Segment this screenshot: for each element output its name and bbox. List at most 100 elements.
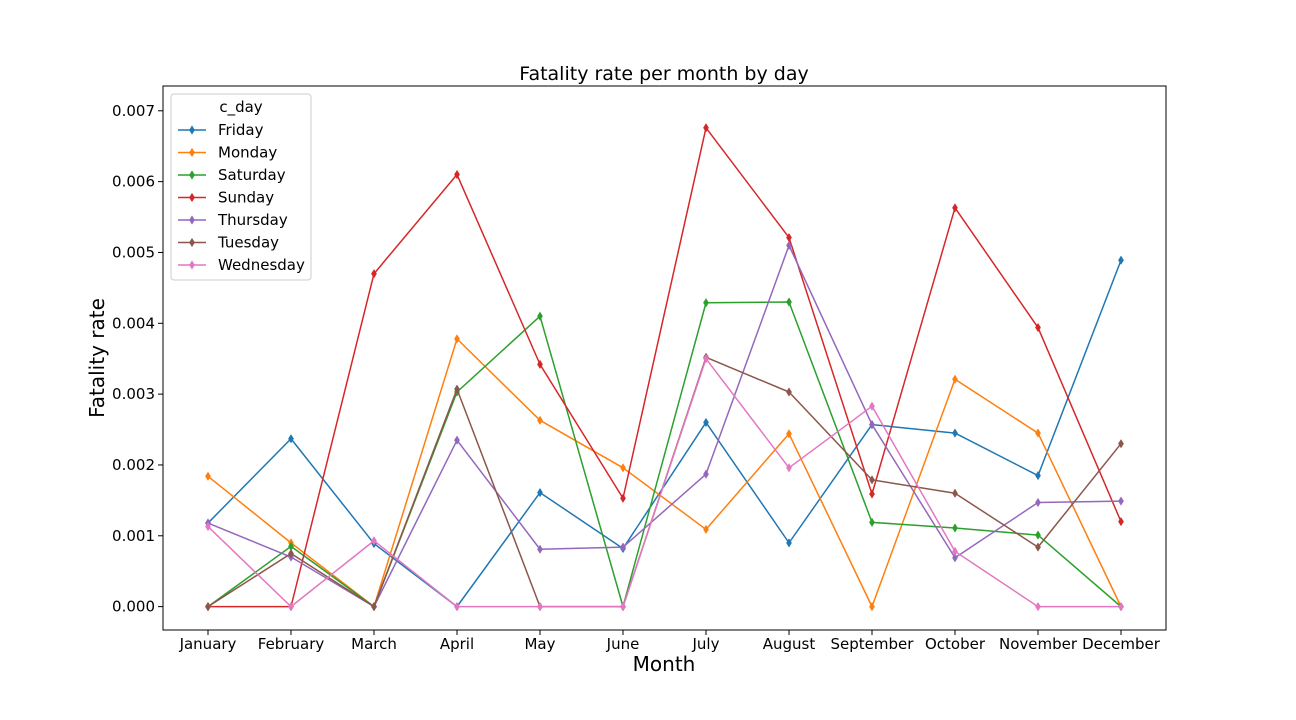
data-point-wednesday	[1118, 601, 1124, 612]
x-tick-label: March	[351, 635, 397, 653]
series-line-monday	[207, 338, 1122, 608]
data-point-sunday	[537, 359, 543, 370]
y-tick-label: 0.002	[112, 456, 155, 474]
series-line-saturday	[207, 301, 1122, 608]
legend-label: Sunday	[218, 189, 274, 207]
legend-label: Thursday	[217, 211, 288, 229]
legend-swatch-marker	[189, 260, 195, 270]
legend-swatch-marker	[189, 147, 195, 158]
data-point-monday	[1035, 428, 1041, 438]
data-point-sunday	[869, 489, 875, 499]
data-point-thursday	[1035, 497, 1041, 508]
data-point-wednesday	[537, 601, 543, 612]
data-point-friday	[786, 538, 792, 548]
data-point-wednesday	[952, 546, 958, 557]
legend-item-wednesday: Wednesday	[178, 256, 305, 274]
legend-item-monday: Monday	[178, 144, 277, 162]
series-line-wednesday	[207, 357, 1121, 608]
series-saturday	[205, 297, 1124, 612]
x-axis-title: Month	[633, 652, 696, 676]
x-tick-label: July	[692, 635, 720, 653]
data-point-friday	[952, 428, 958, 438]
data-point-wednesday	[454, 601, 460, 612]
data-point-tuesday	[454, 384, 460, 394]
data-point-sunday	[1118, 516, 1124, 527]
data-point-wednesday	[288, 601, 294, 612]
legend: c_day Friday Monday Saturday Sunday Thursday…	[170, 93, 312, 281]
data-point-friday	[1035, 470, 1041, 481]
x-tick-label: October	[925, 635, 986, 653]
data-point-friday	[703, 417, 709, 428]
data-point-sunday	[371, 269, 377, 279]
data-point-saturday	[1035, 530, 1041, 540]
x-tick-label: September	[831, 635, 915, 653]
data-point-saturday	[786, 297, 792, 307]
legend-box	[170, 93, 312, 281]
y-tick-label: 0.004	[112, 314, 155, 332]
legend-label: Tuesday	[217, 234, 279, 252]
data-point-saturday	[952, 523, 958, 533]
y-tick-label: 0.000	[112, 598, 155, 616]
x-tick-label: November	[999, 635, 1078, 653]
y-tick-label: 0.001	[112, 527, 155, 545]
legend-label: Monday	[218, 144, 277, 162]
x-tick-label: April	[440, 635, 474, 653]
data-point-wednesday	[205, 521, 211, 532]
data-point-wednesday	[786, 463, 792, 473]
legend-label: Saturday	[218, 166, 286, 184]
legend-swatch-marker	[189, 215, 195, 225]
x-tick-label: June	[606, 635, 640, 653]
legend-item-saturday: Saturday	[178, 166, 286, 184]
series-monday	[205, 334, 1124, 612]
series-wednesday	[205, 354, 1124, 612]
x-tick-label: August	[763, 635, 816, 653]
data-point-saturday	[537, 311, 543, 321]
legend-title: c_day	[219, 98, 262, 117]
data-point-wednesday	[1035, 601, 1041, 612]
data-point-tuesday	[371, 601, 377, 612]
series-friday	[205, 255, 1124, 612]
data-point-thursday	[620, 542, 626, 552]
legend-label: Wednesday	[218, 256, 305, 274]
chart-title: Fatality rate per month by day	[519, 63, 808, 85]
data-point-tuesday	[786, 387, 792, 397]
series-line-thursday	[207, 244, 1122, 608]
series-line-sunday	[208, 127, 1122, 608]
data-point-friday	[1118, 255, 1124, 265]
data-point-monday	[620, 463, 626, 473]
legend-label: Friday	[218, 121, 264, 139]
data-point-monday	[952, 374, 958, 384]
legend-item-thursday: Thursday	[178, 211, 288, 229]
legend-swatch-marker	[189, 125, 195, 135]
data-point-tuesday	[288, 548, 294, 559]
y-axis: 0.000 0.001 0.002 0.003 0.004 0.005 0.006 0.007	[112, 102, 163, 616]
y-axis-title: Fatality rate	[85, 298, 109, 418]
plot-frame	[162, 85, 1167, 631]
data-point-thursday	[1118, 496, 1124, 506]
data-point-thursday	[454, 435, 460, 445]
data-point-wednesday	[703, 354, 709, 364]
data-point-thursday	[952, 553, 958, 563]
data-point-thursday	[537, 544, 543, 554]
data-point-tuesday	[869, 475, 875, 485]
data-point-tuesday	[1035, 542, 1041, 552]
series-thursday	[205, 240, 1124, 612]
data-point-thursday	[703, 469, 709, 479]
data-point-sunday	[1035, 322, 1041, 333]
data-point-monday	[205, 471, 211, 481]
data-point-saturday	[869, 517, 875, 528]
data-point-sunday	[952, 203, 958, 213]
data-point-thursday	[869, 419, 875, 430]
x-tick-label: January	[179, 635, 237, 653]
legend-swatch-marker	[189, 237, 195, 248]
series-line-friday	[207, 259, 1122, 608]
data-point-monday	[537, 415, 543, 426]
data-point-monday	[454, 334, 460, 344]
data-point-sunday	[620, 493, 626, 503]
data-point-saturday	[703, 298, 709, 308]
data-point-friday	[537, 487, 543, 498]
x-tick-label: May	[524, 635, 555, 653]
y-tick-label: 0.003	[112, 385, 155, 403]
legend-item-friday: Friday	[178, 121, 264, 139]
